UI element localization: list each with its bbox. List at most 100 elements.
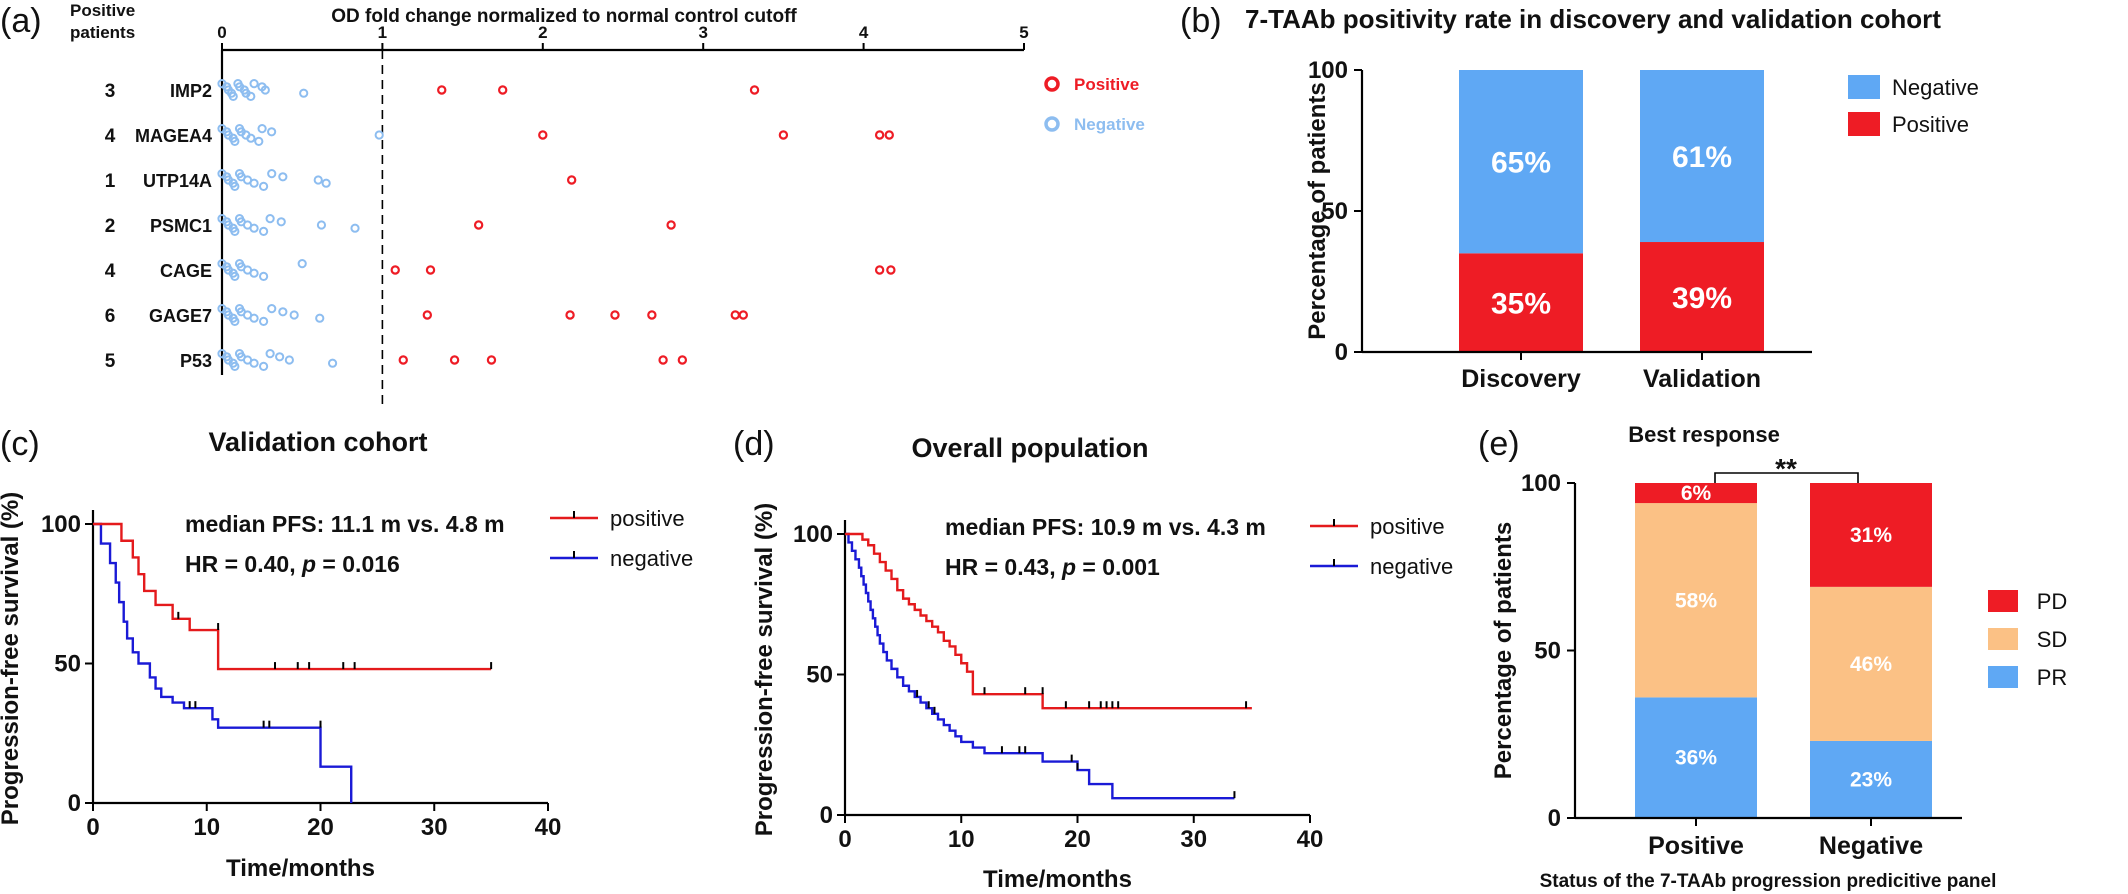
legend-label-pd: PD xyxy=(2037,589,2068,614)
bar-segment-pd xyxy=(1635,483,1757,504)
median-pfs-annotation: median PFS: 11.1 m vs. 4.8 m xyxy=(185,511,505,537)
legend-swatch-pr xyxy=(1988,666,2018,688)
bar-segment-label: 23% xyxy=(1850,768,1892,791)
significance-bracket xyxy=(1714,472,1859,483)
positive-point xyxy=(874,265,885,275)
negative-point xyxy=(374,130,384,140)
legend-label-negative: Negative xyxy=(1892,75,1979,100)
bar-segment-sd xyxy=(1810,586,1932,741)
legend-swatch-pd xyxy=(1988,590,2018,612)
legend-positive-label: Positive xyxy=(1074,75,1139,94)
negative-point xyxy=(249,79,259,89)
positive-point xyxy=(666,220,676,230)
survival-curve-positive xyxy=(93,522,492,671)
legend-swatch-sd xyxy=(1988,628,2018,650)
legend-label-negative: negative xyxy=(1370,554,1453,579)
legend-label-pr: PR xyxy=(2037,665,2068,690)
negative-point xyxy=(284,355,294,365)
panel-c-title: Validation cohort xyxy=(208,427,427,457)
positive-point xyxy=(730,310,740,320)
bar-segment-pd xyxy=(1810,483,1932,587)
negative-point xyxy=(260,85,270,95)
positive-point xyxy=(610,310,620,320)
legend-label-sd: SD xyxy=(2037,627,2068,652)
negative-point xyxy=(230,361,240,371)
bar-segment-label: 58% xyxy=(1675,589,1717,612)
x-axis-label: Status of the 7-TAAb progression predici… xyxy=(1540,871,1997,892)
negative-point xyxy=(259,181,269,191)
legend-swatch-negative xyxy=(1848,75,1880,99)
panel-a-x-tick-label: 3 xyxy=(698,23,707,42)
negative-point xyxy=(259,316,269,326)
x-tick-label: 0 xyxy=(838,826,851,853)
negative-point xyxy=(267,127,277,137)
bar-segment-pr xyxy=(1810,740,1932,818)
positive-point xyxy=(658,355,668,365)
negative-point xyxy=(230,136,240,146)
antigen-label: IMP2 xyxy=(170,81,212,101)
panel-d-chart: 0 50 100 0 10 20 30 40 Time/months Progression-fr… xyxy=(751,503,1453,893)
legend-positive-marker xyxy=(1044,76,1060,92)
bar-segment-label: 31% xyxy=(1850,524,1892,547)
positive-point xyxy=(647,310,657,320)
panel-e-chart: 36%58%6%Positive23%46%31%Negative050100P… xyxy=(1490,453,2067,892)
survival-curve-positive xyxy=(845,532,1252,710)
positive-count-label: 4 xyxy=(105,126,116,147)
panel-b-title: 7-TAAb positivity rate in discovery and … xyxy=(1245,4,1941,34)
negative-point xyxy=(327,358,338,368)
y-tick-label: 50 xyxy=(1534,638,1561,665)
y-tick-label: 0 xyxy=(820,802,833,829)
negative-point xyxy=(228,91,238,102)
negative-point xyxy=(275,352,285,362)
positive-count-label: 4 xyxy=(105,261,116,282)
bar-segment-label: 6% xyxy=(1681,482,1712,505)
positive-point xyxy=(778,130,789,140)
bar-segment-label: 39% xyxy=(1672,282,1732,315)
category-label: Positive xyxy=(1648,832,1744,860)
positive-point xyxy=(437,85,447,95)
positive-point xyxy=(566,175,577,185)
negative-point xyxy=(249,223,259,233)
negative-point xyxy=(267,169,277,179)
positive-point xyxy=(473,220,484,230)
antigen-label: GAGE7 xyxy=(149,306,212,326)
positive-count-label: 6 xyxy=(105,306,116,327)
panel-a-x-tick-label: 2 xyxy=(538,23,547,42)
category-label: Validation xyxy=(1643,365,1761,393)
y-tick-label: 100 xyxy=(41,511,81,538)
negative-point xyxy=(249,268,259,278)
negative-point xyxy=(246,133,256,143)
y-axis-label: Progression-free survival (%) xyxy=(751,503,778,836)
negative-point xyxy=(249,313,259,323)
y-tick-label: 50 xyxy=(54,651,81,678)
panel-d-km: Overall population 0 50 100 0 10 20 30 40 Time/m… xyxy=(751,433,1453,893)
bar-segment-label: 46% xyxy=(1850,653,1892,676)
negative-point xyxy=(257,124,267,134)
x-tick-label: 30 xyxy=(421,814,448,841)
positive-point xyxy=(498,85,508,95)
panel-a-dot-plot: Positive patients OD fold change normali… xyxy=(70,1,1145,405)
negative-point xyxy=(259,271,269,281)
negative-point xyxy=(267,304,277,314)
positive-count-label: 2 xyxy=(105,216,116,237)
panel-a-x-tick-label: 1 xyxy=(378,23,387,42)
bar-segment-negative xyxy=(1459,70,1583,254)
panel-c-chart: 0 50 100 0 10 20 30 40 Time/months Progression-fr… xyxy=(0,492,693,882)
panel-e-title: Best response xyxy=(1628,422,1780,447)
positive-point xyxy=(449,355,460,365)
positive-point xyxy=(874,130,885,140)
significance-label: ** xyxy=(1775,453,1797,484)
x-axis-label: Time/months xyxy=(226,855,375,882)
y-tick-label: 50 xyxy=(1321,198,1348,225)
hazard-ratio-annotation: HR = 0.40, p = 0.016 xyxy=(185,551,400,577)
x-tick-label: 20 xyxy=(1064,826,1091,853)
panel-a-title: OD fold change normalized to normal cont… xyxy=(331,6,797,27)
positive-point xyxy=(538,130,548,140)
panel-a-x-tick-label: 5 xyxy=(1019,23,1028,42)
panel-e-stacked-bar: Best response 36% 58% 6% Positive 23% 46% 31% N… xyxy=(1490,422,2067,892)
bar-segment-positive xyxy=(1459,253,1583,352)
positive-point xyxy=(886,265,896,275)
y-axis-label: Percentage of patients xyxy=(1490,522,1517,779)
antigen-label: P53 xyxy=(180,351,212,371)
